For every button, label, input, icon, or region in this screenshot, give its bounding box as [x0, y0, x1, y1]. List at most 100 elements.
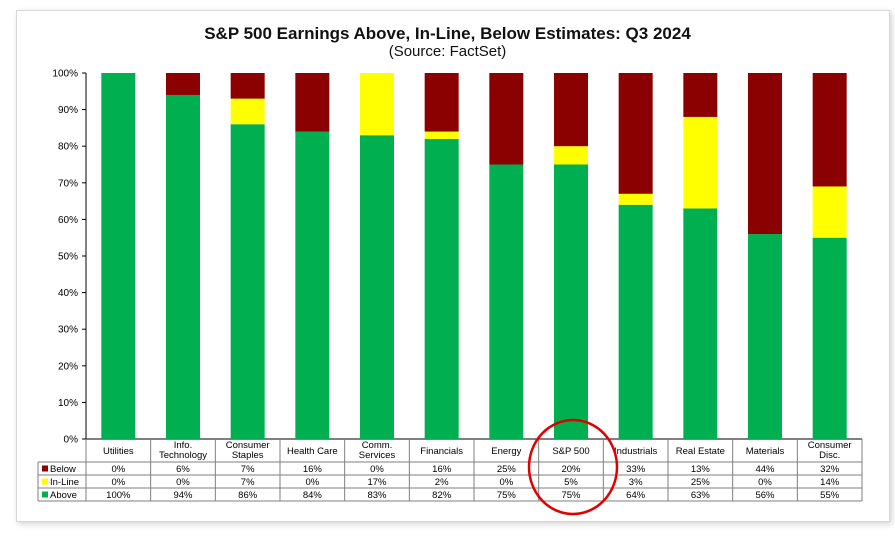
- data-label: 100%: [106, 490, 131, 501]
- bar-above-comm-services: [360, 135, 394, 439]
- bar-above-consumer-disc: [812, 237, 847, 439]
- y-tick-label: 70%: [58, 178, 78, 189]
- data-label: 84%: [303, 490, 323, 501]
- bar-in-line-s-p-500: [554, 146, 588, 165]
- bar-above-industrials: [618, 204, 653, 439]
- y-tick-label: 90%: [58, 105, 78, 116]
- data-label: 75%: [561, 490, 581, 501]
- data-label: 6%: [176, 464, 190, 475]
- data-label: 75%: [497, 490, 517, 501]
- bar-in-line-real-estate: [683, 116, 718, 209]
- chart-subtitle: (Source: FactSet): [388, 43, 507, 60]
- bar-above-financials: [424, 138, 459, 439]
- legend-swatch-above: [42, 491, 48, 498]
- bar-below-energy: [489, 73, 524, 165]
- bar-below-s-p-500: [554, 73, 588, 147]
- y-tick-label: 50%: [58, 252, 78, 263]
- x-tick-label: Consumer: [808, 440, 852, 451]
- bar-above-consumer-staples: [230, 124, 265, 440]
- data-label: 25%: [497, 464, 517, 475]
- highlight-circle: [527, 418, 619, 516]
- data-label: 7%: [241, 464, 255, 475]
- data-label: 0%: [758, 477, 772, 488]
- data-label: 20%: [561, 464, 581, 475]
- data-label: 17%: [367, 477, 387, 488]
- data-label: 86%: [238, 490, 258, 501]
- x-tick-label: Energy: [491, 446, 521, 457]
- legend-label-below: Below: [50, 464, 76, 475]
- data-label: 0%: [499, 477, 513, 488]
- legend-swatch-below: [42, 465, 48, 472]
- bar-above-info-technology: [166, 94, 200, 440]
- data-label: 0%: [305, 477, 319, 488]
- data-label: 0%: [111, 477, 125, 488]
- data-label: 13%: [691, 464, 711, 475]
- x-tick-label: Technology: [159, 450, 207, 461]
- bar-below-materials: [748, 73, 782, 235]
- y-tick-label: 10%: [58, 398, 78, 409]
- data-label: 0%: [370, 464, 384, 475]
- bar-below-industrials: [618, 73, 653, 194]
- data-label: 82%: [432, 490, 452, 501]
- y-tick-label: 30%: [58, 325, 78, 336]
- bar-above-materials: [748, 234, 782, 439]
- x-tick-label: Consumer: [226, 440, 270, 451]
- data-label: 16%: [303, 464, 323, 475]
- bar-below-info-technology: [166, 73, 200, 95]
- bar-above-real-estate: [683, 208, 718, 439]
- bar-above-utilities: [101, 73, 136, 439]
- x-tick-label: Disc.: [819, 450, 840, 461]
- y-tick-label: 20%: [58, 361, 78, 372]
- data-label: 5%: [564, 477, 578, 488]
- y-tick-label: 0%: [64, 435, 79, 446]
- data-label: 25%: [691, 477, 711, 488]
- x-tick-label: Info.: [174, 440, 193, 451]
- data-label: 33%: [626, 464, 646, 475]
- x-tick-label: Financials: [420, 446, 463, 457]
- data-label: 55%: [820, 490, 840, 501]
- legend-label-in-line: In-Line: [50, 477, 79, 488]
- data-label: 0%: [111, 464, 125, 475]
- data-label: 32%: [820, 464, 840, 475]
- data-label: 3%: [629, 477, 643, 488]
- data-label: 63%: [691, 490, 711, 501]
- x-tick-label: S&P 500: [552, 446, 589, 457]
- data-label: 64%: [626, 490, 646, 501]
- x-tick-label: Materials: [746, 446, 785, 457]
- data-label: 16%: [432, 464, 452, 475]
- data-label: 56%: [755, 490, 775, 501]
- chart-title: S&P 500 Earnings Above, In-Line, Below E…: [204, 24, 691, 43]
- bar-in-line-consumer-disc: [812, 186, 847, 238]
- bar-in-line-consumer-staples: [230, 98, 265, 125]
- bar-below-consumer-disc: [812, 73, 847, 187]
- y-tick-label: 80%: [58, 142, 78, 153]
- y-tick-label: 40%: [58, 288, 78, 299]
- legend-label-above: Above: [50, 490, 77, 501]
- bar-in-line-industrials: [618, 193, 653, 205]
- y-tick-label: 60%: [58, 215, 78, 226]
- x-tick-label: Utilities: [103, 446, 134, 457]
- x-tick-label: Real Estate: [676, 446, 725, 457]
- data-label: 0%: [176, 477, 190, 488]
- y-tick-label: 100%: [52, 69, 78, 80]
- x-tick-label: Industrials: [614, 446, 658, 457]
- x-tick-label: Staples: [232, 450, 264, 461]
- data-label: 83%: [367, 490, 387, 501]
- bar-above-energy: [489, 164, 524, 439]
- x-tick-label: Comm.: [362, 440, 393, 451]
- bar-above-s-p-500: [554, 164, 588, 439]
- data-label: 7%: [241, 477, 255, 488]
- bar-below-consumer-staples: [230, 73, 265, 99]
- data-label: 94%: [173, 490, 193, 501]
- data-label: 44%: [755, 464, 775, 475]
- bar-below-financials: [424, 73, 459, 132]
- bar-above-health-care: [295, 131, 330, 439]
- bar-in-line-comm-services: [360, 73, 394, 136]
- data-label: 14%: [820, 477, 840, 488]
- bar-in-line-financials: [424, 131, 459, 139]
- bar-below-health-care: [295, 73, 330, 132]
- data-label: 2%: [435, 477, 449, 488]
- bar-below-real-estate: [683, 73, 718, 117]
- legend-swatch-in-line: [42, 478, 48, 485]
